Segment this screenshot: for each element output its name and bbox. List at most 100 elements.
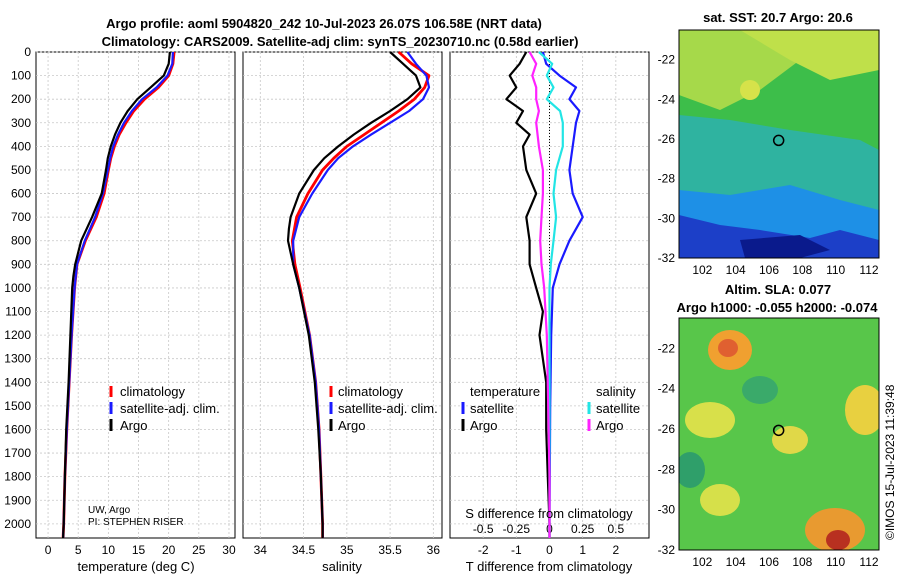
sst-warm-patch [740, 80, 760, 100]
y-tick-label: 1500 [4, 399, 31, 413]
lon-tick-label: 102 [692, 263, 712, 277]
y-tick-label: 1200 [4, 328, 31, 342]
lat-tick-label: -24 [658, 92, 676, 106]
salinity-panel: 34 34.5 35 35.5 36 salinity climatology sate… [242, 50, 443, 574]
y-tick-label: 600 [11, 187, 31, 201]
s-tick-label: -0.25 [503, 522, 531, 536]
y-tick-label: 0 [24, 45, 31, 59]
legend-argo: Argo [120, 418, 147, 433]
lon-tick-label: 112 [859, 263, 878, 277]
legend-climatology: climatology [120, 384, 186, 399]
x-tick-label: 25 [192, 543, 206, 557]
s-diff-xlabel: S difference from climatology [465, 506, 633, 521]
legend-satellite: satellite-adj. clim. [338, 401, 438, 416]
x-tick-label: 20 [162, 543, 176, 557]
sla-map-panel: Altim. SLA: 0.077 Argo h1000: -0.055 h20… [658, 282, 880, 569]
legend-argo: Argo [338, 418, 365, 433]
depth-tick-labels: 0 100 200 300 400 500 600 700 800 900 1000 1100 1200… [4, 45, 31, 531]
sla-map-frame [678, 317, 880, 551]
x-tick-label: 0 [546, 543, 553, 557]
difference-panel: -2 -1 0 1 2 -0.5 -0.25 0 0.25 0.5 S difference f… [449, 51, 650, 574]
y-tick-label: 400 [11, 139, 31, 153]
sst-map-title: sat. SST: 20.7 Argo: 20.6 [703, 10, 853, 25]
sst-cold-band [679, 215, 879, 258]
temperature-profiles [61, 51, 176, 539]
x-tick-label: -2 [478, 543, 489, 557]
lon-tick-label: 110 [826, 263, 845, 277]
legend-s-argo: Argo [596, 418, 623, 433]
sla-low-anomaly [742, 376, 778, 404]
salinity-profiles [286, 50, 431, 538]
lon-tick-label: 104 [726, 555, 746, 569]
sla-high-anomaly [685, 402, 735, 438]
sla-high-anomaly [700, 484, 740, 516]
credit-text: UW, Argo [88, 505, 131, 516]
sst-field [679, 30, 879, 258]
legend-t-argo: Argo [470, 418, 497, 433]
x-tick-label: 10 [102, 543, 116, 557]
lon-tick-label: 112 [859, 555, 878, 569]
sst-lat-ticks: -22 -24 -26 -28 -30 -32 [658, 53, 676, 265]
y-tick-label: 800 [11, 234, 31, 248]
sla-field [679, 318, 879, 550]
temperature-axes-frame [35, 51, 236, 539]
lon-tick-label: 108 [792, 263, 812, 277]
lat-tick-label: -22 [658, 341, 676, 355]
salinity-legend: climatology satellite-adj. clim. Argo [329, 384, 438, 433]
x-tick-label: 2 [612, 543, 619, 557]
lat-tick-label: -30 [658, 503, 676, 517]
lat-tick-label: -24 [658, 382, 676, 396]
salinity-tick-labels: 34 34.5 35 35.5 36 [254, 543, 441, 557]
sla-high-anomaly [845, 385, 879, 435]
lon-tick-label: 102 [692, 555, 712, 569]
y-tick-label: 1400 [4, 375, 31, 389]
x-tick-label: -1 [511, 543, 522, 557]
sla-lat-ticks: -22 -24 -26 -28 -30 -32 [658, 341, 676, 557]
sla-map-subtitle: Argo h1000: -0.055 h2000: -0.074 [677, 300, 879, 315]
s-tick-label: 0.5 [607, 522, 624, 536]
figure-title-line1: Argo profile: aoml 5904820_242 10-Jul-20… [106, 16, 542, 31]
y-tick-label: 700 [11, 210, 31, 224]
difference-grid [450, 51, 649, 538]
y-tick-label: 2000 [4, 517, 31, 531]
y-tick-label: 1800 [4, 470, 31, 484]
lat-tick-label: -32 [658, 251, 676, 265]
temperature-tick-labels: 0 5 10 15 20 25 30 [45, 543, 236, 557]
lat-tick-label: -26 [658, 132, 676, 146]
sla-low-anomaly [679, 452, 705, 488]
t-diff-xlabel: T difference from climatology [466, 559, 633, 574]
lat-tick-label: -30 [658, 211, 676, 225]
x-tick-label: 35 [340, 543, 354, 557]
series-line-s-satellite [538, 51, 564, 538]
salinity-axes-frame [242, 51, 443, 539]
x-tick-label: 0 [45, 543, 52, 557]
lat-tick-label: -22 [658, 53, 676, 67]
lon-tick-label: 106 [759, 555, 779, 569]
temperature-panel: 0100200300400500600700800900100011001200… [4, 45, 236, 574]
legend-s-satellite: satellite [596, 401, 640, 416]
sla-map-title: Altim. SLA: 0.077 [725, 282, 831, 297]
imos-timestamp: ©IMOS 15-Jul-2023 11:39:48 [883, 384, 897, 540]
sla-high-anomaly [805, 508, 865, 550]
t-diff-tick-labels: -2 -1 0 1 2 [478, 543, 620, 557]
legend-climatology: climatology [338, 384, 404, 399]
y-tick-label: 1900 [4, 493, 31, 507]
sst-cold-core [740, 235, 830, 258]
series-line-argo [286, 51, 422, 538]
lat-tick-label: -28 [658, 172, 676, 186]
x-tick-label: 34.5 [292, 543, 316, 557]
salinity-grid [243, 51, 442, 538]
legend-temperature-title: temperature [470, 384, 540, 399]
figure-title-line2: Climatology: CARS2009. Satellite-adj cli… [102, 34, 579, 49]
y-tick-label: 100 [11, 69, 31, 83]
y-tick-label: 1700 [4, 446, 31, 460]
y-tick-label: 1600 [4, 422, 31, 436]
sla-high-anomaly [772, 426, 808, 454]
s-diff-tick-labels: -0.5 -0.25 0 0.25 0.5 [473, 522, 625, 536]
salinity-xlabel: salinity [322, 559, 362, 574]
legend-t-satellite: satellite [470, 401, 514, 416]
y-tick-label: 1300 [4, 352, 31, 366]
sla-high-core [826, 530, 850, 550]
series-line-argo [62, 51, 171, 539]
